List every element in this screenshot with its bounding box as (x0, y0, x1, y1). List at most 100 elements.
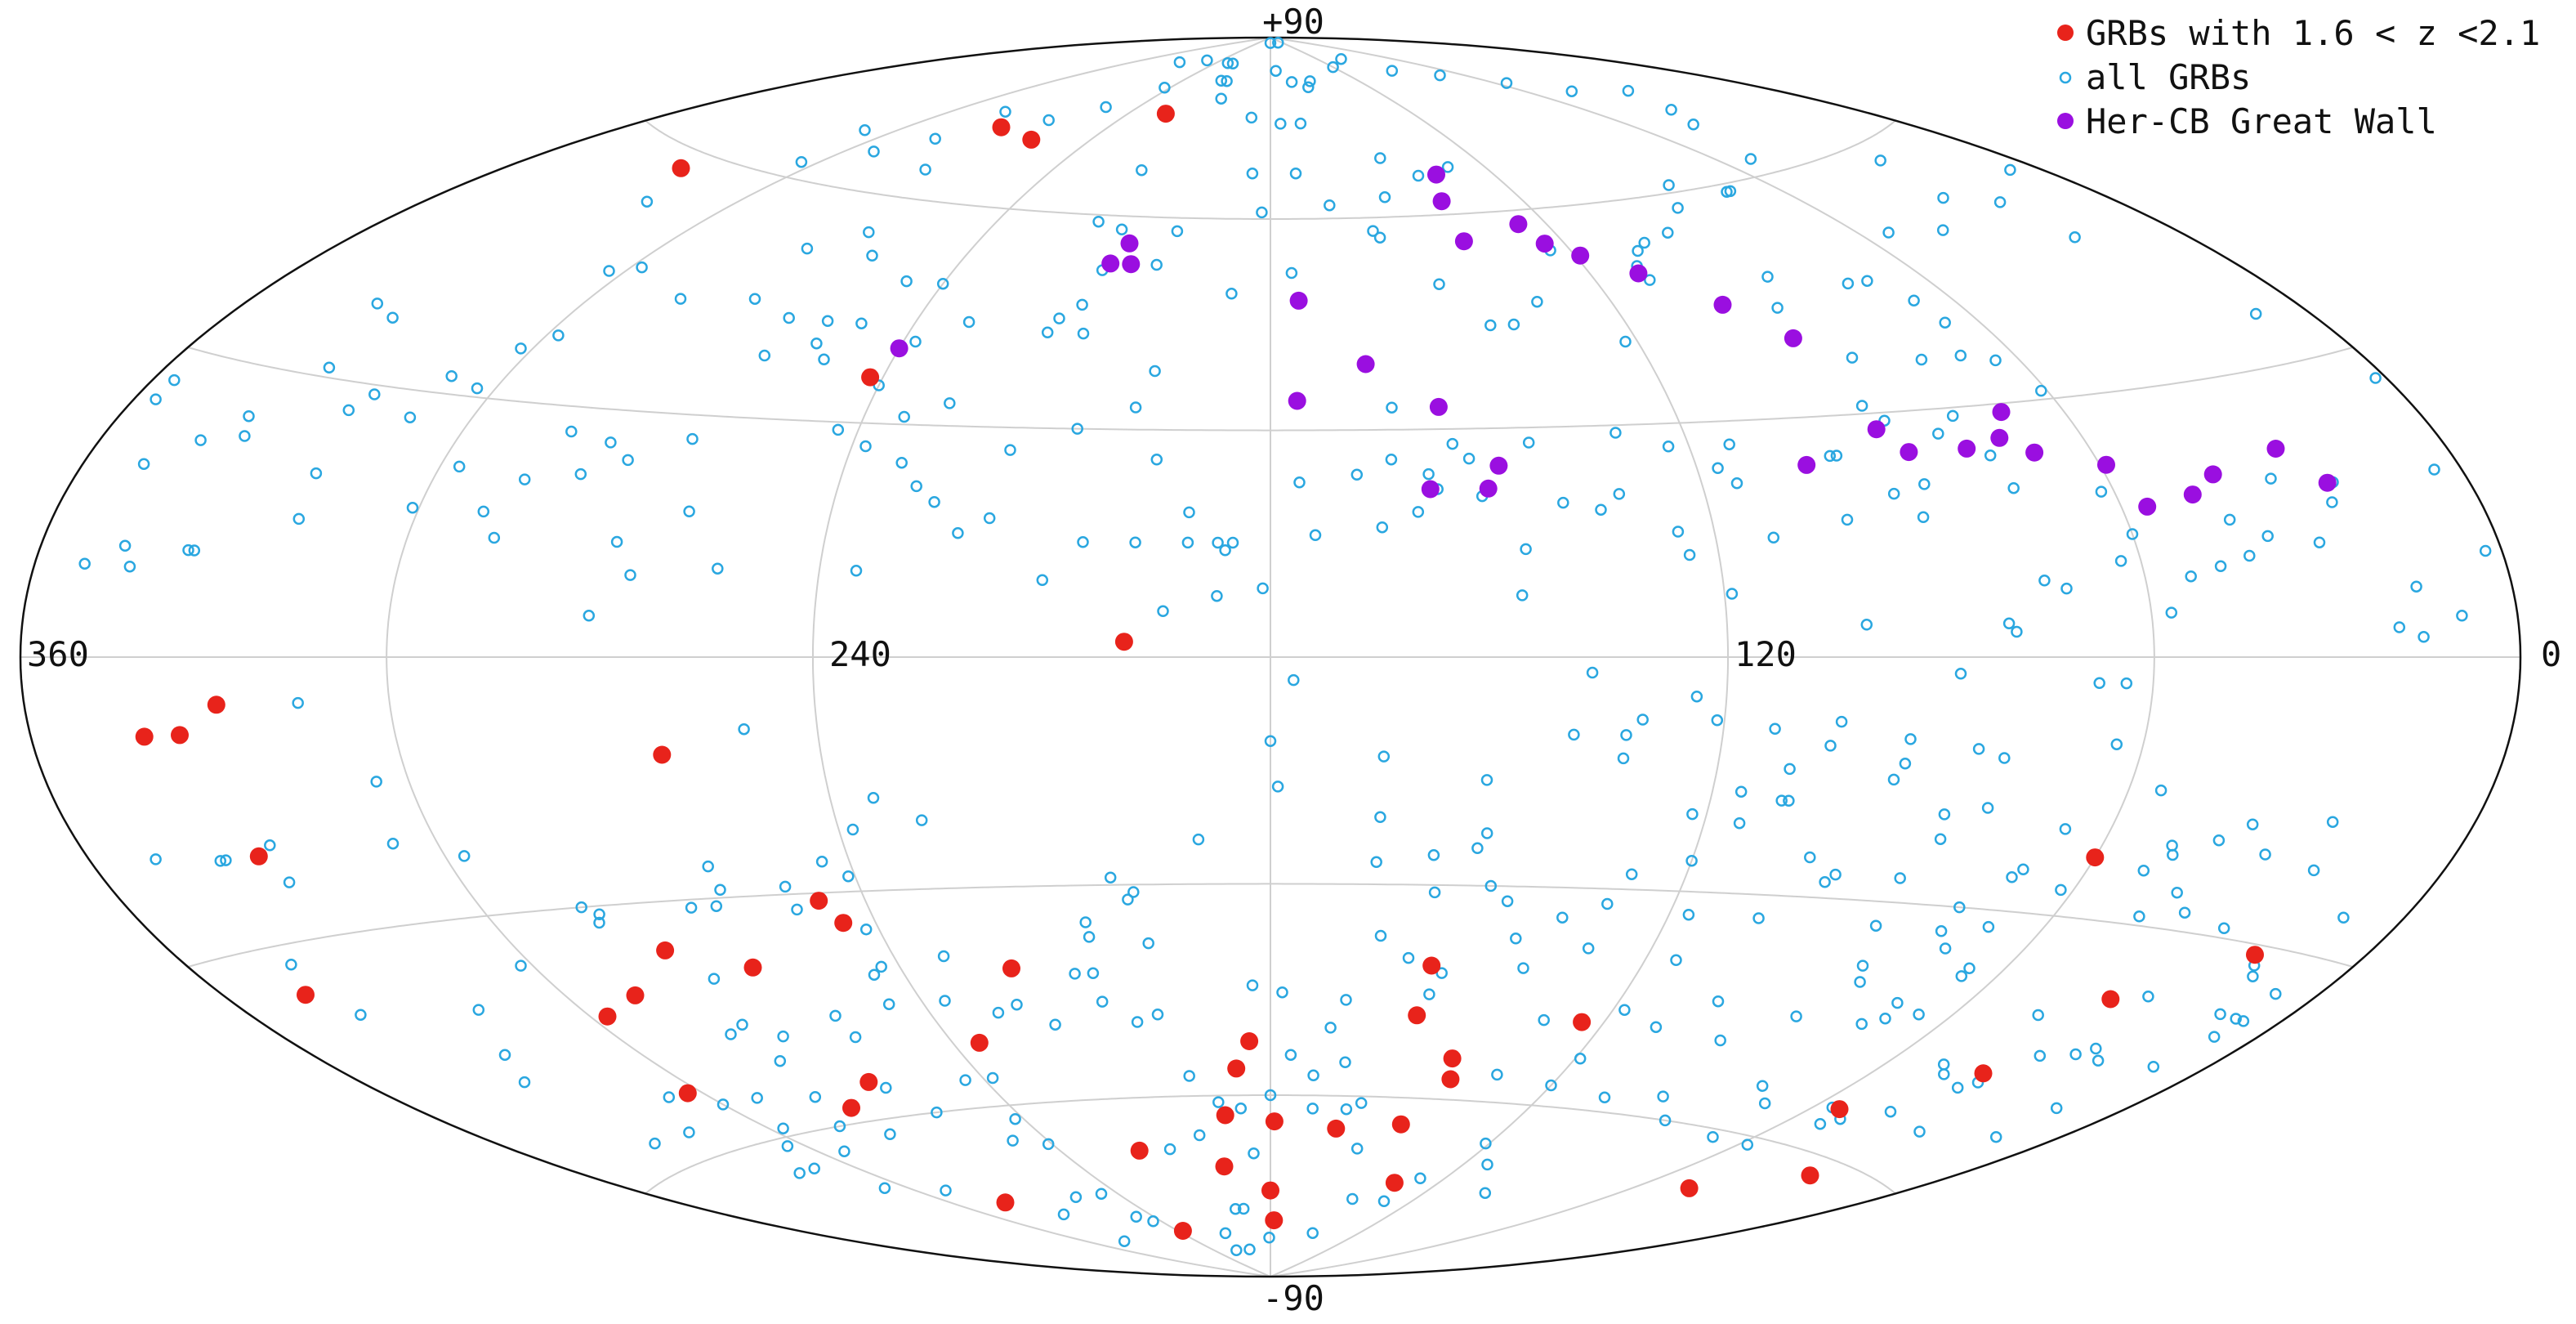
all-grbs-point-428 (910, 480, 922, 493)
grb-redshift-point-41 (1830, 1100, 1849, 1119)
all-grbs-point-42 (1272, 36, 1284, 49)
all-grbs-point-400 (1226, 536, 1239, 549)
all-grbs-point-397 (1557, 496, 1569, 509)
all-grbs-point-456 (2126, 528, 2139, 540)
her-cb-great-wall-point-9 (1421, 480, 1440, 499)
grb-redshift-point-38 (2086, 848, 2105, 867)
all-grbs-point-224 (1246, 979, 1259, 991)
all-grbs-point-333 (1264, 735, 1277, 747)
all-grbs-point-160 (1879, 1012, 1891, 1025)
her-cb-great-wall-point-29 (1571, 246, 1590, 265)
all-grbs-point-36 (1565, 85, 1578, 97)
her-cb-great-wall-point-26 (1427, 165, 1445, 184)
legend-marker-red (2057, 25, 2074, 41)
all-grbs-point-200 (1625, 868, 1638, 880)
all-grbs-point-281 (472, 1004, 485, 1016)
all-grbs-point-486 (1293, 476, 1306, 489)
her-cb-great-wall-point-11 (1797, 455, 1816, 474)
all-grbs-point-412 (610, 535, 623, 548)
all-grbs-point-245 (1009, 1112, 1021, 1125)
all-grbs-point-125 (1412, 169, 1425, 182)
all-grbs-point-458 (2185, 570, 2197, 583)
all-grbs-point-104 (909, 335, 922, 348)
all-grbs-point-314 (1131, 1016, 1144, 1028)
all-grbs-point-218 (1355, 1097, 1368, 1109)
all-grbs-point-164 (1913, 1125, 1926, 1138)
all-grbs-point-287 (649, 1137, 661, 1150)
her-cb-great-wall-point-19 (2138, 497, 2157, 516)
all-grbs-point-148 (2093, 677, 2105, 690)
grb-redshift-point-34 (1441, 1070, 1460, 1089)
all-grbs-point-328 (1011, 998, 1023, 1011)
grb-redshift-point-12 (678, 1084, 697, 1103)
all-grbs-point-277 (1229, 1203, 1242, 1215)
all-grbs-point-85 (795, 155, 808, 168)
her-cb-great-wall-point-28 (1535, 235, 1554, 253)
all-grbs-point-196 (1618, 1004, 1631, 1016)
grb-redshift-point-26 (1216, 1106, 1234, 1125)
all-grbs-point-433 (1219, 544, 1231, 557)
all-grbs-point-60 (1041, 326, 1054, 339)
all-grbs-point-21 (1954, 349, 1967, 362)
grb-redshift-point-28 (1215, 1157, 1234, 1176)
all-grbs-point-155 (2055, 883, 2067, 897)
all-grbs-point-420 (622, 454, 634, 467)
all-grbs-point-367 (2259, 848, 2271, 861)
all-grbs-point-319 (1163, 1143, 1176, 1156)
grb-redshift-point-23 (1130, 1141, 1149, 1160)
all-grbs-point-371 (2217, 922, 2230, 935)
all-grbs-point-353 (1953, 901, 1966, 914)
all-grbs-point-363 (1972, 743, 1985, 755)
grb-redshift-point-42 (1680, 1179, 1699, 1197)
grb-redshift-point-18 (297, 986, 315, 1004)
all-grbs-point-426 (342, 404, 355, 417)
all-grbs-point-242 (992, 1006, 1005, 1019)
tick-labels: +90 -90 360 240 120 0 (27, 2, 2561, 1318)
all-grbs-point-305 (458, 850, 471, 862)
all-grbs-point-13 (1723, 438, 1735, 450)
all-grbs-point-230 (1339, 1056, 1351, 1069)
all-grbs-point-54 (1136, 163, 1148, 177)
all-grbs-point-377 (2171, 886, 2183, 899)
all-grbs-point-263 (781, 1140, 794, 1152)
all-grbs-point-232 (1402, 951, 1415, 964)
all-grbs-point-289 (838, 1145, 850, 1157)
all-grbs-point-475 (1918, 478, 1931, 490)
all-grbs-point-219 (1307, 1069, 1319, 1082)
her-cb-great-wall-point-13 (1900, 443, 1918, 462)
all-grbs-point-375 (2059, 823, 2072, 835)
her-cb-great-wall-point-21 (2203, 465, 2222, 484)
all-grbs-point-427 (1071, 423, 1083, 435)
all-grbs-point-347 (1733, 816, 1746, 830)
all-grbs-point-132 (1846, 351, 1859, 364)
all-grbs-point-316 (1183, 1070, 1195, 1082)
all-grbs-point-444 (1672, 526, 1685, 538)
all-grbs-point-240 (1087, 967, 1100, 980)
all-grbs-point-38 (1434, 69, 1446, 82)
all-grbs-point-217 (1517, 962, 1529, 974)
all-grbs-point-81 (386, 311, 399, 324)
all-grbs-point-393 (2214, 1008, 2226, 1021)
all-grbs-point-86 (859, 124, 871, 136)
all-grbs-point-115 (1150, 258, 1163, 271)
all-grbs-point-279 (736, 1018, 748, 1031)
all-grbs-point-392 (2208, 1031, 2221, 1043)
all-grbs-point-262 (717, 1098, 730, 1111)
all-grbs-point-92 (863, 226, 875, 239)
all-grbs-point-179 (1659, 1114, 1672, 1127)
all-grbs-point-399 (1211, 589, 1223, 602)
all-grbs-point-469 (2456, 610, 2468, 622)
all-grbs-point-425 (310, 467, 323, 480)
all-grbs-point-282 (498, 1049, 511, 1061)
all-grbs-point-365 (2212, 834, 2226, 847)
all-grbs-point-223 (1276, 986, 1288, 999)
all-grbs-point-480 (1609, 427, 1622, 439)
all-grbs-point-100 (471, 382, 484, 395)
all-grbs-point-454 (2060, 582, 2073, 595)
all-grbs-point-334 (1288, 673, 1300, 687)
all-grbs-point-154 (2017, 863, 2029, 876)
all-grbs-point-58 (1076, 298, 1088, 311)
her-cb-great-wall-point-30 (1629, 264, 1648, 283)
all-grbs-point-99 (518, 473, 531, 485)
all-grbs-point-297 (285, 958, 297, 971)
